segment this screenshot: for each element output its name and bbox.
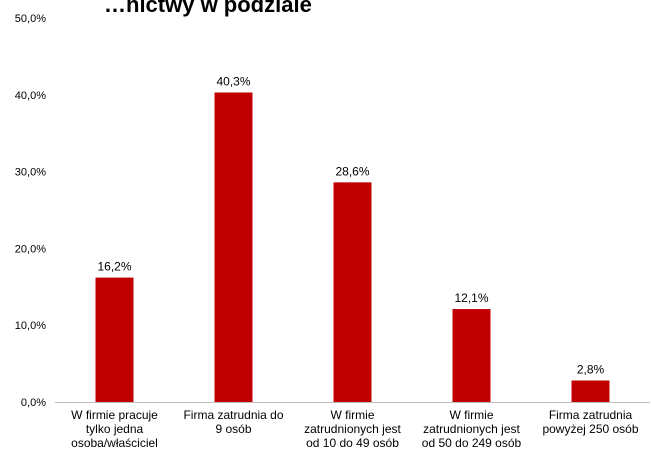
category-label: Firma zatrudnia powyżej 250 osób <box>542 408 638 436</box>
bar <box>571 380 610 402</box>
category-label: W firmie zatrudnionych jest od 10 do 49 os… <box>304 408 401 450</box>
y-tick-label: 0,0% <box>21 397 46 409</box>
y-tick-label: 30,0% <box>15 167 46 179</box>
data-labels: 16,2% 40,3% 28,6% 12,1% 2,8% <box>97 74 604 376</box>
y-tick-label: 40,0% <box>15 90 46 102</box>
y-axis: 0,0% 10,0% 20,0% 30,0% 40,0% 50,0% <box>15 13 46 409</box>
x-axis: W firmie pracuje tylko jedna osoba/właścic… <box>55 402 650 450</box>
y-tick-label: 10,0% <box>15 320 46 332</box>
data-label: 12,1% <box>454 291 488 305</box>
y-tick-label: 20,0% <box>15 243 46 255</box>
y-tick-label: 50,0% <box>15 13 46 25</box>
bar <box>95 277 134 402</box>
bar <box>333 182 372 402</box>
data-label: 40,3% <box>216 74 250 88</box>
category-label: W firmie zatrudnionych jest od 50 do 249 o… <box>422 408 522 450</box>
category-label: W firmie pracuje tylko jedna osoba/właścic… <box>71 408 158 450</box>
bar <box>452 309 491 402</box>
category-label: Firma zatrudnia do 9 osób <box>183 408 283 436</box>
data-label: 16,2% <box>97 260 131 274</box>
chart-title: …nictwy w podziale <box>104 0 312 17</box>
data-label: 2,8% <box>577 362 605 376</box>
bars <box>95 92 610 402</box>
data-label: 28,6% <box>335 164 369 178</box>
bar <box>214 92 253 402</box>
